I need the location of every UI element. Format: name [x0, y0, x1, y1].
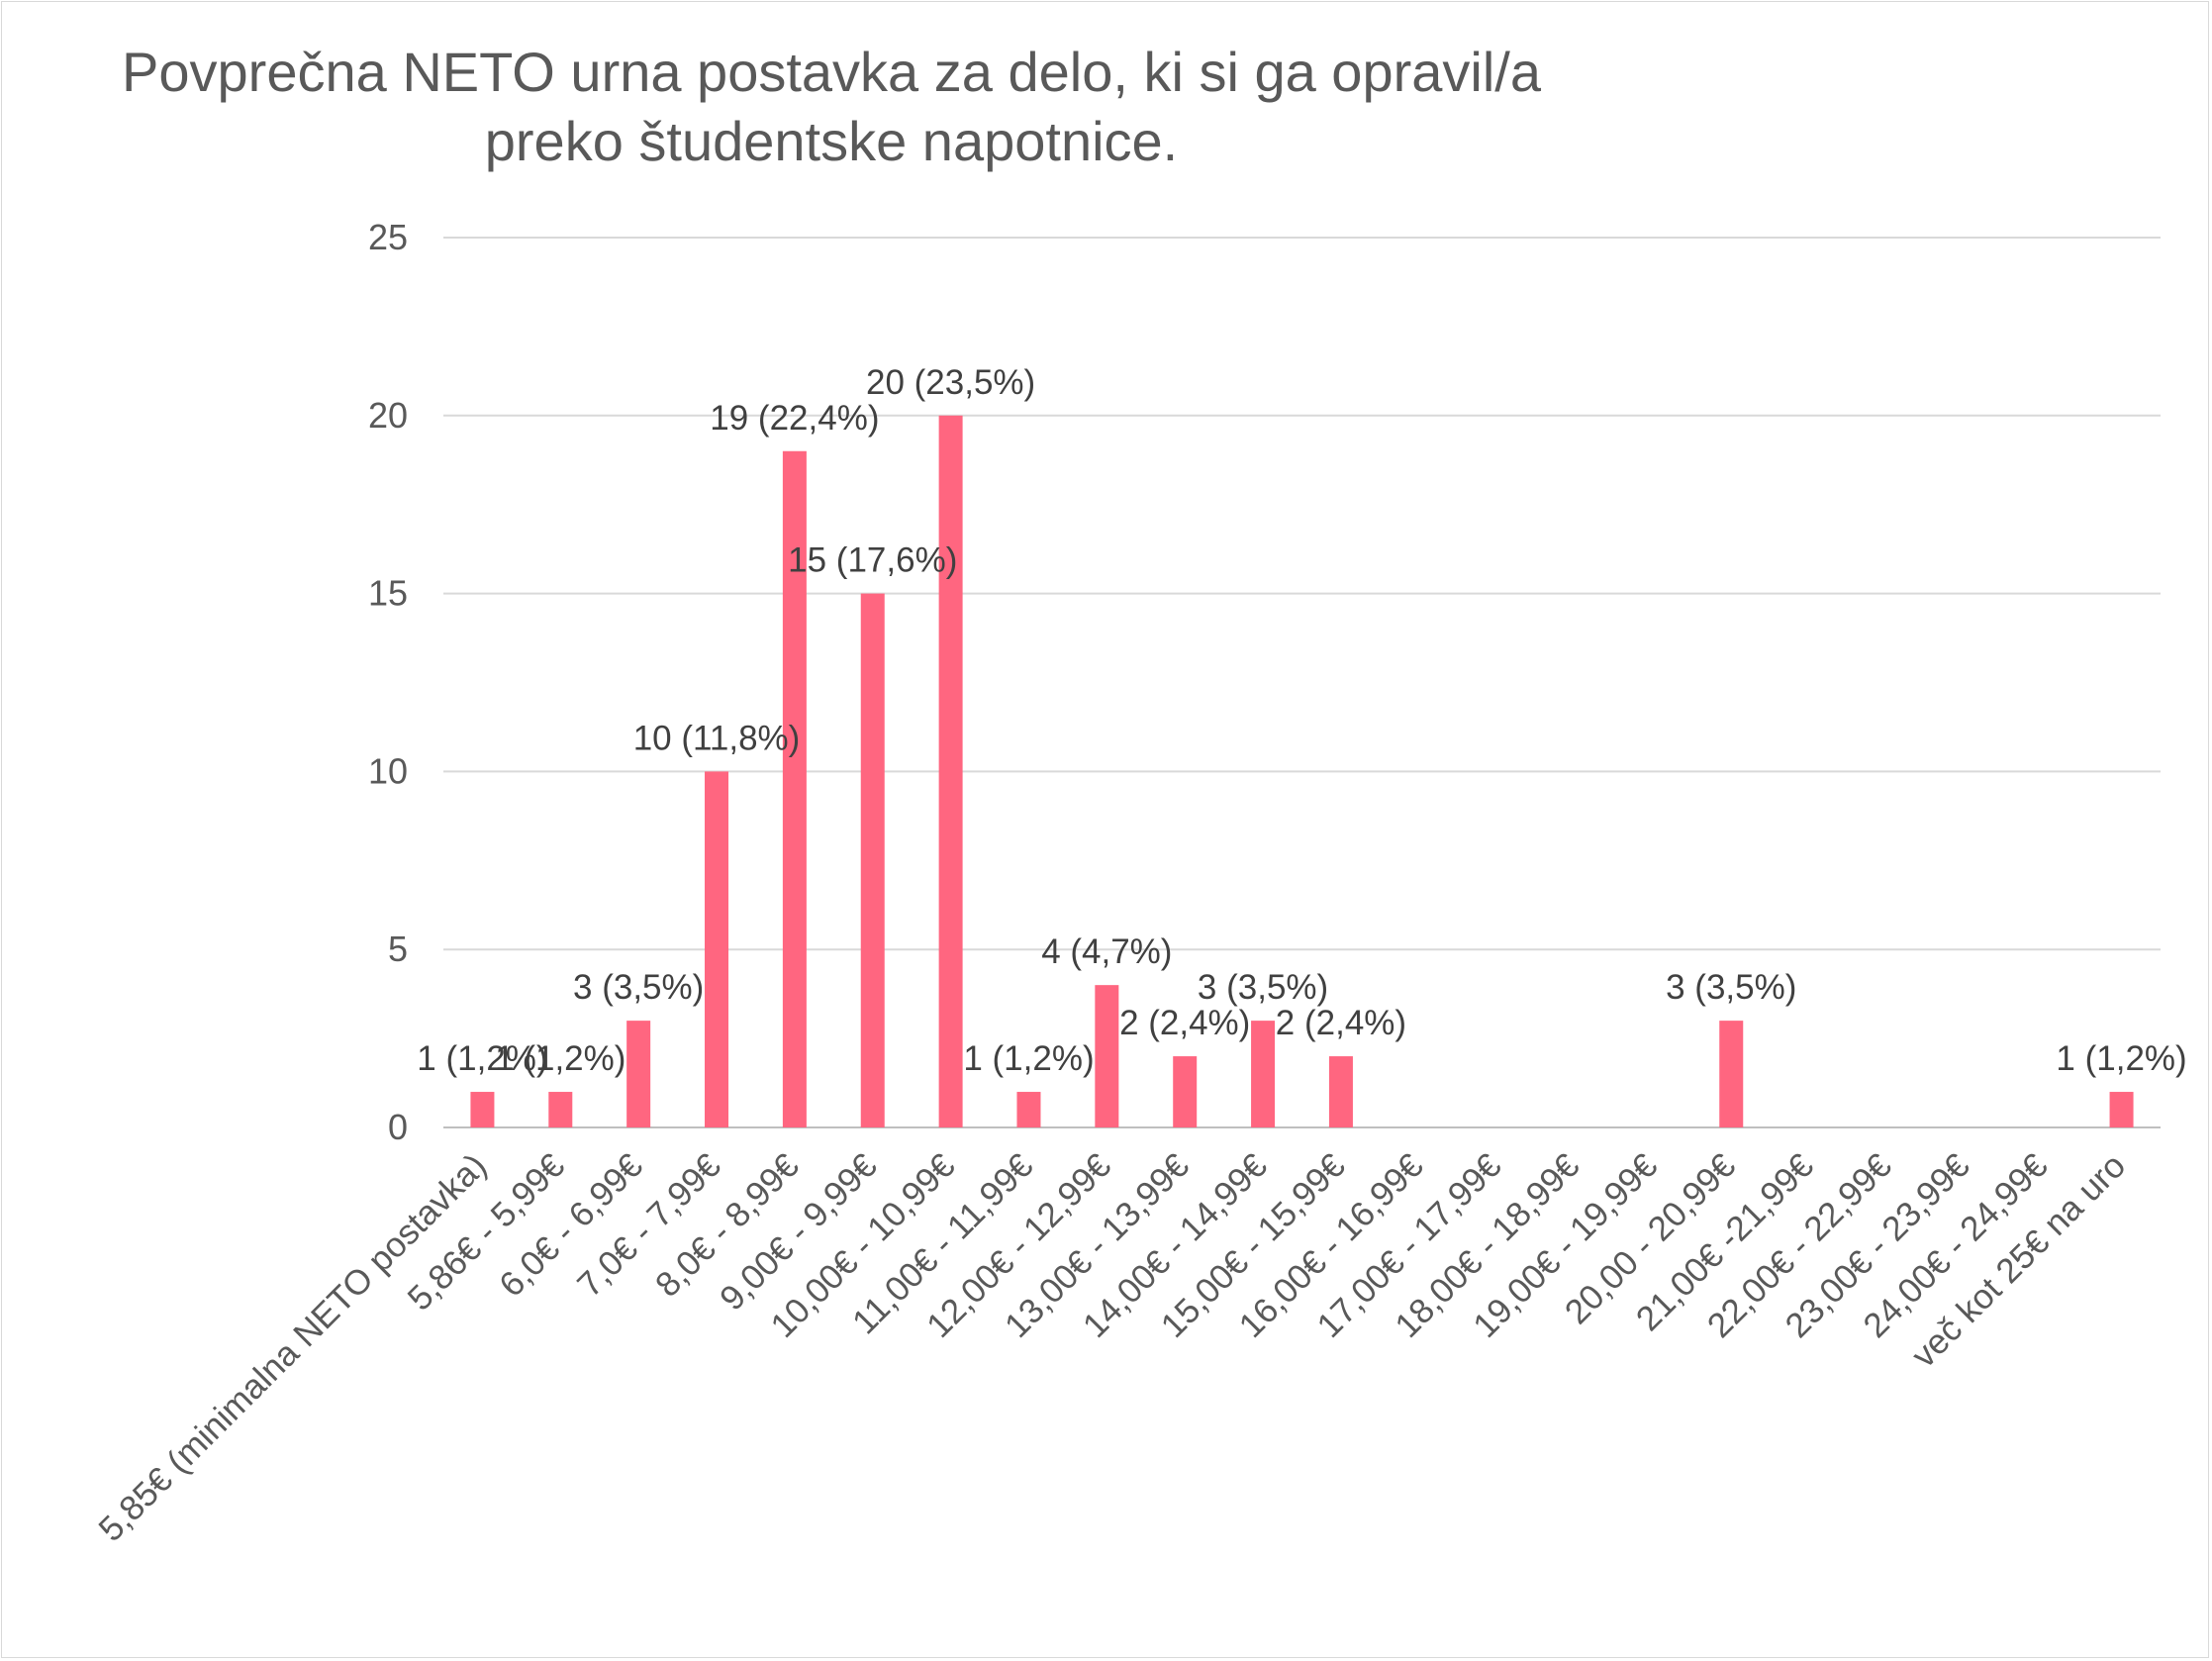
- chart-title: Povprečna NETO urna postavka za delo, ki…: [0, 38, 1663, 176]
- y-tick-label: 0: [388, 1107, 408, 1147]
- bars: [470, 415, 2134, 1127]
- data-label: 2 (2,4%): [1119, 1004, 1250, 1042]
- bar: [1095, 985, 1119, 1127]
- x-axis: 5,85€ (minimalna NETO postavka)5,86€ - 5…: [91, 1146, 2133, 1549]
- data-label: 1 (1,2%): [2056, 1039, 2186, 1078]
- y-tick-label: 10: [368, 750, 408, 791]
- y-tick-label: 5: [388, 928, 408, 969]
- bar: [470, 1092, 495, 1127]
- data-label: 1 (1,2%): [417, 1039, 547, 1078]
- bar: [705, 771, 729, 1127]
- y-tick-label: 25: [368, 217, 408, 257]
- chart-title-line-2: preko študentske napotnice.: [484, 110, 1179, 172]
- data-label: 4 (4,7%): [1041, 932, 1172, 971]
- bar: [782, 450, 807, 1127]
- bar: [1328, 1056, 1353, 1127]
- bar: [626, 1021, 651, 1127]
- gridlines: [443, 237, 2161, 1128]
- bar: [1016, 1092, 1041, 1127]
- data-label: 1 (1,2%): [963, 1039, 1094, 1078]
- chart-title-line-1: Povprečna NETO urna postavka za delo, ki…: [122, 41, 1541, 103]
- data-label: 10 (11,8%): [633, 719, 801, 757]
- data-label: 1 (1,2%): [495, 1039, 625, 1078]
- data-label: 19 (22,4%): [710, 399, 879, 438]
- bar: [548, 1092, 573, 1127]
- data-label: 15 (17,6%): [788, 541, 957, 580]
- bar: [1719, 1021, 1744, 1127]
- data-label: 2 (2,4%): [1276, 1004, 1406, 1042]
- data-label: 20 (23,5%): [866, 363, 1035, 402]
- y-axis: 0 5 10 15 20 25: [368, 217, 408, 1147]
- bar: [1173, 1056, 1198, 1127]
- bar: [860, 593, 885, 1127]
- bar: [2109, 1092, 2134, 1127]
- y-tick-label: 20: [368, 395, 408, 436]
- data-label: 3 (3,5%): [1666, 968, 1796, 1007]
- data-labels: 1 (1,2%)1 (1,2%)3 (3,5%)10 (11,8%)19 (22…: [417, 363, 2186, 1078]
- bar: [938, 415, 963, 1127]
- bar: [1251, 1021, 1276, 1127]
- data-label: 3 (3,5%): [573, 968, 704, 1007]
- x-tick-label: 5,85€ (minimalna NETO postavka): [91, 1146, 494, 1549]
- data-label: 3 (3,5%): [1198, 968, 1328, 1007]
- y-tick-label: 15: [368, 573, 408, 614]
